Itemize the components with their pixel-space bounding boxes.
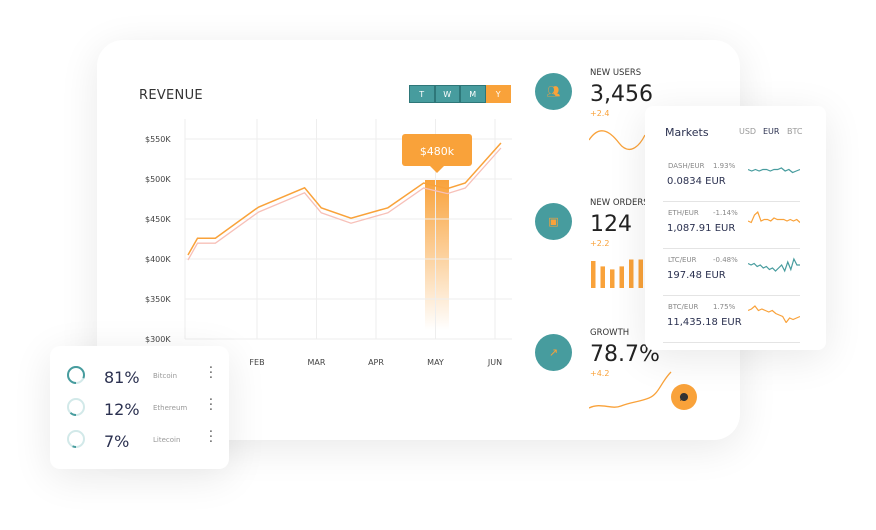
order-bar — [600, 266, 605, 288]
coin-share-panel: 81% Bitcoin · · · 12% Ethereum · · · 7% Lite… — [50, 346, 229, 469]
orders-bar-chart — [591, 259, 643, 288]
kpi-label: GROWTH — [590, 328, 630, 338]
revenue-line — [187, 142, 502, 256]
currency-eur-tab[interactable]: EUR — [763, 127, 780, 136]
chat-button[interactable] — [671, 384, 697, 410]
market-price: 11,435.18 EUR — [667, 317, 742, 328]
x-tick-label: APR — [368, 358, 384, 367]
tooltip-value: $480k — [420, 145, 455, 158]
kpi-delta: +2.2 — [590, 239, 610, 248]
market-pair: LTC/EUR — [668, 256, 697, 264]
sparkline-path — [748, 305, 800, 323]
sparkline-path — [748, 210, 800, 224]
period-selector: T W M Y — [409, 85, 511, 103]
coin-percent: 81% — [104, 368, 140, 387]
market-price: 1,087.91 EUR — [667, 223, 736, 234]
market-price: 197.48 EUR — [667, 270, 726, 281]
market-row[interactable]: BTC/EUR 1.75% 11,435.18 EUR — [663, 295, 800, 343]
bag-icon: ▣ — [535, 203, 572, 240]
coin-row: 7% Litecoin · · · — [50, 424, 229, 454]
y-tick-label: $450K — [145, 215, 171, 224]
kpi-label: NEW ORDERS — [590, 198, 649, 208]
order-bar — [629, 259, 634, 288]
market-change: -0.48% — [713, 256, 738, 264]
market-sparkline — [748, 305, 800, 323]
more-options-icon[interactable]: · · · — [208, 425, 214, 450]
market-pair: BTC/EUR — [668, 303, 699, 311]
kpi-label: NEW USERS — [590, 68, 642, 78]
market-sparkline — [748, 210, 800, 224]
tooltip-box — [402, 134, 472, 166]
highlight-bar — [425, 180, 449, 330]
market-sparkline — [748, 167, 800, 174]
users-icon: 👥︎ — [535, 73, 572, 110]
market-pair: ETH/EUR — [668, 209, 699, 217]
y-tick-label: $550K — [145, 135, 171, 144]
sparkline-path — [748, 167, 800, 174]
order-bar — [619, 266, 624, 288]
market-change: -1.14% — [713, 209, 738, 217]
order-bar — [638, 259, 643, 288]
progress-ring-icon — [67, 398, 85, 416]
order-bar — [591, 261, 596, 288]
tooltip-arrow — [430, 166, 444, 173]
market-row[interactable]: LTC/EUR -0.48% 197.48 EUR — [663, 248, 800, 296]
revenue-line-shadow — [187, 147, 502, 261]
revenue-title: REVENUE — [139, 88, 203, 103]
period-w-button[interactable]: W — [434, 85, 460, 103]
currency-usd-tab[interactable]: USD — [739, 127, 757, 136]
kpi-delta: +2.4 — [590, 109, 610, 118]
users-sparkline — [589, 130, 646, 150]
x-tick-label: MAY — [427, 358, 444, 367]
order-bar — [610, 269, 615, 288]
coin-percent: 7% — [104, 432, 130, 451]
y-tick-label: $400K — [145, 255, 171, 264]
y-tick-label: $350K — [145, 295, 171, 304]
currency-btc-tab[interactable]: BTC — [787, 127, 803, 136]
kpi-value: 124 — [590, 212, 632, 237]
coin-name: Bitcoin — [153, 372, 178, 380]
chat-icon — [679, 392, 689, 401]
trend-up-icon: ↗ — [535, 334, 572, 371]
coin-row: 12% Ethereum · · · — [50, 392, 229, 422]
market-pair: DASH/EUR — [668, 162, 705, 170]
market-sparkline — [748, 257, 800, 273]
more-options-icon[interactable]: · · · — [208, 361, 214, 386]
x-tick-label: JUN — [487, 358, 502, 367]
more-options-icon[interactable]: · · · — [208, 393, 214, 418]
x-tick-label: FEB — [249, 358, 264, 367]
y-tick-label: $500K — [145, 175, 171, 184]
kpi-delta: +4.2 — [590, 369, 610, 378]
y-tick-label: $300K — [145, 335, 171, 344]
coin-row: 81% Bitcoin · · · — [50, 360, 229, 390]
markets-panel: Markets USD EUR BTC DASH/EUR 1.93% 0.083… — [645, 106, 826, 350]
kpi-value: 3,456 — [590, 82, 653, 107]
coin-name: Ethereum — [153, 404, 188, 412]
market-price: 0.0834 EUR — [667, 176, 726, 187]
period-y-button[interactable]: Y — [485, 85, 511, 103]
sparkline-path — [748, 257, 800, 273]
period-t-button[interactable]: T — [409, 85, 435, 103]
period-m-button[interactable]: M — [460, 85, 486, 103]
revenue-chart: $300K $350K $400K $450K $500K $550K FEB MAR APR M… — [145, 119, 512, 367]
market-row[interactable]: DASH/EUR 1.93% 0.0834 EUR — [663, 154, 800, 202]
market-row[interactable]: ETH/EUR -1.14% 1,087.91 EUR — [663, 201, 800, 249]
market-change: 1.75% — [713, 303, 736, 311]
progress-ring-icon — [67, 430, 85, 448]
x-tick-label: MAR — [308, 358, 326, 367]
coin-name: Litecoin — [153, 436, 181, 444]
progress-ring-icon — [67, 366, 85, 384]
market-change: 1.93% — [713, 162, 736, 170]
coin-percent: 12% — [104, 400, 140, 419]
markets-title: Markets — [665, 126, 709, 139]
growth-sparkline — [589, 371, 672, 409]
